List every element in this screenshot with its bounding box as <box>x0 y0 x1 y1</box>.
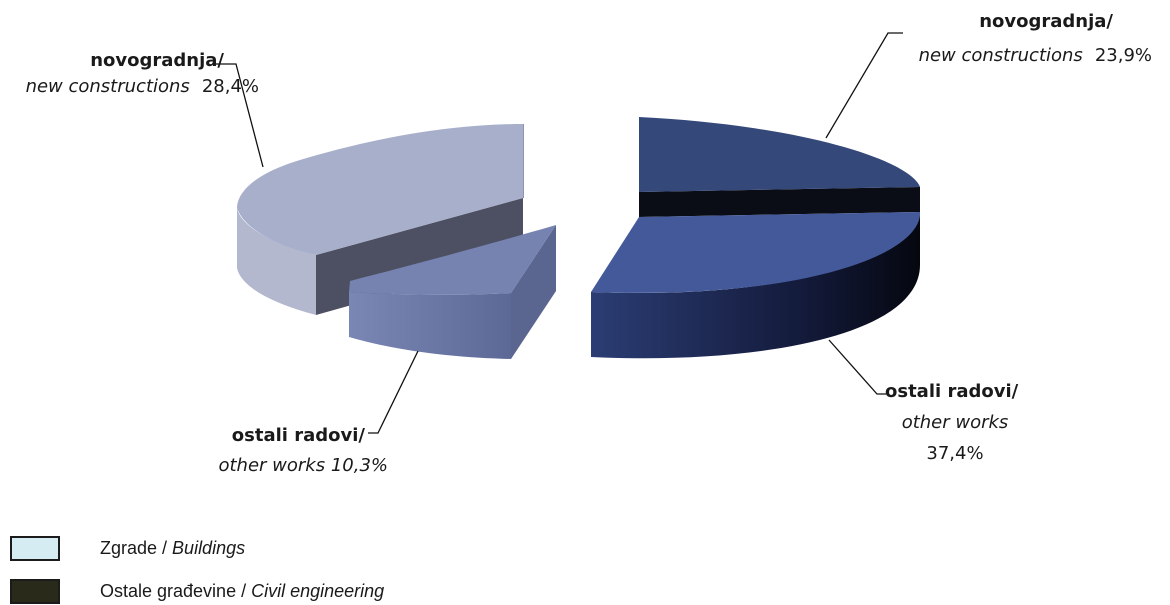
pie-slice-civil-other-works-side <box>591 212 920 359</box>
leader-line-upper-right <box>825 32 903 139</box>
pie-slice-buildings-other-works <box>349 225 556 295</box>
pie-slice-buildings-other-works-side <box>349 292 511 359</box>
label-upper-left-value: 28,4% <box>202 76 259 97</box>
legend-swatch-buildings <box>10 535 60 561</box>
legend-item-civil-engineering: Ostale građevine / Civil engineering <box>10 577 384 605</box>
legend-swatch-civil-engineering <box>10 578 60 604</box>
label-lower-right-value: 37,4% <box>926 443 983 464</box>
pie-slice-buildings-new-constructions-side <box>237 208 316 315</box>
label-upper-right-bold: novogradnja/ <box>979 11 1113 32</box>
label-lower-right-italic: other works <box>902 412 1009 433</box>
label-lower-left-italic: other works 10,3% <box>218 455 388 476</box>
pie-slice-civil-new-constructions-cut <box>639 187 920 217</box>
leader-line-lower-right <box>828 339 886 395</box>
label-upper-right-value: 23,9% <box>1095 45 1152 66</box>
leader-line-upper-left <box>212 63 264 168</box>
label-upper-right-italic: new constructions <box>919 45 1083 66</box>
label-upper-left-line2: new constructions 28,4% <box>26 76 259 97</box>
pie-slice-buildings-new-constructions <box>237 124 523 255</box>
legend-label-buildings: Zgrade / Buildings <box>100 537 246 558</box>
legend-label-civil-engineering: Ostale građevine / Civil engineering <box>100 580 385 601</box>
pie-slice-civil-new-constructions <box>639 117 920 192</box>
label-upper-left-italic: new constructions <box>26 76 190 97</box>
pie-slice-civil-other-works <box>591 212 921 293</box>
label-lower-left-bold: ostali radovi/ <box>232 425 366 446</box>
label-lower-right-bold: ostali radovi/ <box>885 381 1019 402</box>
pie-slice-buildings-other-works-cut <box>511 225 556 359</box>
label-upper-left-bold: novogradnja/ <box>90 50 224 71</box>
label-upper-right-line2: new constructions 23,9% <box>919 45 1152 66</box>
legend-item-buildings: Zgrade / Buildings <box>10 534 245 562</box>
leader-line-lower-left <box>368 350 419 434</box>
